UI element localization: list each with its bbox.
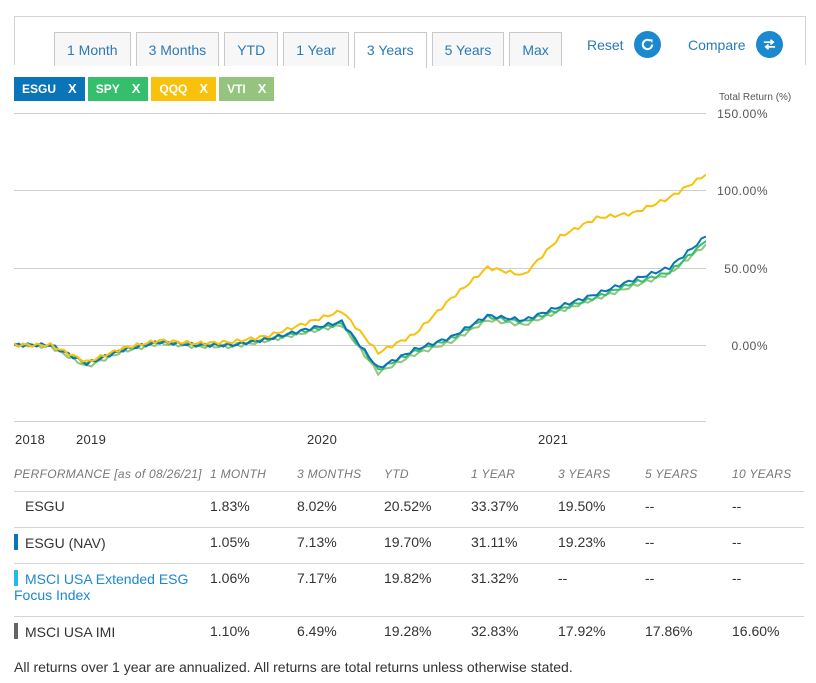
remove-icon[interactable]: X [199, 81, 209, 96]
tab-1-year[interactable]: 1 Year [283, 32, 349, 66]
gridline [14, 113, 706, 114]
y-tick-label: 0.00% [731, 339, 768, 353]
table-cell: -- [732, 563, 804, 617]
compare-arrows-icon [755, 31, 783, 58]
col-header: 1 YEAR [471, 467, 516, 481]
reset-label: Reset [587, 36, 624, 53]
x-tick-label: 2019 [76, 432, 107, 447]
compare-button[interactable]: Compare [688, 31, 783, 58]
gridline [14, 190, 706, 191]
col-header: 3 YEARS [558, 467, 611, 481]
remove-icon[interactable]: X [131, 81, 141, 96]
footnote: All returns over 1 year are annualized. … [14, 659, 573, 675]
chip-esgu[interactable]: ESGU X [14, 77, 85, 101]
row-name: ESGU (NAV) [25, 535, 106, 551]
y-tick-label: 100.00% [717, 184, 768, 198]
table-cell: 20.52% [384, 491, 471, 528]
table-cell: 19.50% [558, 491, 645, 528]
tab-3-months[interactable]: 3 Months [135, 32, 220, 66]
gridline [14, 268, 706, 269]
chart-toolbar-frame [14, 16, 806, 65]
col-header: PERFORMANCE [as of 08/26/21] [14, 467, 202, 481]
chip-label: SPY [95, 82, 120, 96]
table-cell: -- [645, 527, 732, 564]
performance-line-chart [14, 173, 706, 376]
tab-max[interactable]: Max [509, 32, 562, 66]
row-name: MSCI USA IMI [25, 624, 116, 640]
table-cell: 32.83% [471, 616, 558, 652]
col-header: 10 YEARS [732, 467, 792, 481]
table-cell: 7.13% [297, 527, 384, 564]
col-header: 1 MONTH [210, 467, 267, 481]
table-cell: 19.82% [384, 563, 471, 617]
table-row: ESGU 1.83% 8.02% 20.52% 33.37% 19.50% -- -- [14, 491, 804, 528]
table-cell: 19.70% [384, 527, 471, 564]
reset-button[interactable]: Reset [587, 31, 661, 58]
row-name-cell: ESGU (NAV) [14, 527, 210, 564]
table-row: ESGU (NAV) 1.05% 7.13% 19.70% 31.11% 19.23% --… [14, 527, 804, 564]
table-cell: 1.10% [210, 616, 297, 652]
y-axis-title: Total Return (%) [719, 92, 792, 103]
index-link[interactable]: MSCI USA Extended ESG Focus Index [14, 571, 189, 603]
table-cell: -- [732, 491, 804, 528]
table-cell: 19.23% [558, 527, 645, 564]
series-line-vti [14, 243, 706, 376]
series-marker [14, 534, 18, 550]
table-cell: 7.17% [297, 563, 384, 617]
performance-table: PERFORMANCE [as of 08/26/21] 1 MONTH 3 M… [14, 461, 804, 652]
compare-label: Compare [688, 36, 746, 53]
col-header: 5 YEARS [645, 467, 698, 481]
col-header: YTD [384, 467, 409, 481]
x-tick-label: 2020 [307, 432, 338, 447]
row-name-cell: MSCI USA IMI [14, 616, 210, 652]
table-cell: -- [732, 527, 804, 564]
table-cell: 8.02% [297, 491, 384, 528]
chip-vti[interactable]: VTI X [219, 77, 275, 101]
row-name-cell: MSCI USA Extended ESG Focus Index [14, 563, 210, 617]
col-header: 3 MONTHS [297, 467, 362, 481]
chip-label: VTI [227, 82, 246, 96]
chip-label: ESGU [22, 82, 57, 96]
series-line-esgu [14, 235, 706, 369]
table-cell: -- [645, 491, 732, 528]
table-cell: 17.92% [558, 616, 645, 652]
series-line-qqq [14, 173, 706, 363]
timeframe-tabs: 1 Month 3 Months YTD 1 Year 3 Years 5 Ye… [54, 32, 567, 68]
table-row: MSCI USA IMI 1.10% 6.49% 19.28% 32.83% 17.92%… [14, 616, 804, 652]
chip-qqq[interactable]: QQQ X [151, 77, 217, 101]
tab-ytd[interactable]: YTD [224, 32, 279, 66]
tab-1-month[interactable]: 1 Month [54, 32, 131, 66]
series-marker [14, 623, 18, 639]
x-tick-label: 2021 [538, 432, 569, 447]
table-cell: 31.32% [471, 563, 558, 617]
table-cell: -- [558, 563, 645, 617]
table-cell: 1.05% [210, 527, 297, 564]
table-cell: 6.49% [297, 616, 384, 652]
x-tick-label: 2018 [15, 432, 46, 447]
remove-icon[interactable]: X [257, 81, 267, 96]
table-cell: 16.60% [732, 616, 804, 652]
series-marker [14, 570, 18, 586]
table-cell: 33.37% [471, 491, 558, 528]
series-chips: ESGU X SPY X QQQ X VTI X [14, 77, 277, 101]
tab-5-years[interactable]: 5 Years [431, 32, 505, 66]
table-cell: 1.83% [210, 491, 297, 528]
table-cell: 1.06% [210, 563, 297, 617]
row-name-cell: ESGU [14, 491, 210, 528]
table-cell: 17.86% [645, 616, 732, 652]
table-cell: 19.28% [384, 616, 471, 652]
table-cell: -- [645, 563, 732, 617]
remove-icon[interactable]: X [68, 81, 77, 96]
table-header-row: PERFORMANCE [as of 08/26/21] 1 MONTH 3 M… [14, 461, 804, 492]
chip-spy[interactable]: SPY X [87, 77, 149, 101]
x-axis-line [14, 421, 706, 422]
reset-icon [633, 31, 661, 58]
y-tick-label: 150.00% [717, 107, 768, 121]
table-row: MSCI USA Extended ESG Focus Index 1.06% 7.… [14, 563, 804, 617]
row-name: ESGU [25, 498, 65, 514]
y-tick-label: 50.00% [724, 262, 768, 276]
chip-label: QQQ [159, 82, 188, 96]
tab-3-years[interactable]: 3 Years [353, 32, 427, 68]
table-cell: 31.11% [471, 527, 558, 564]
